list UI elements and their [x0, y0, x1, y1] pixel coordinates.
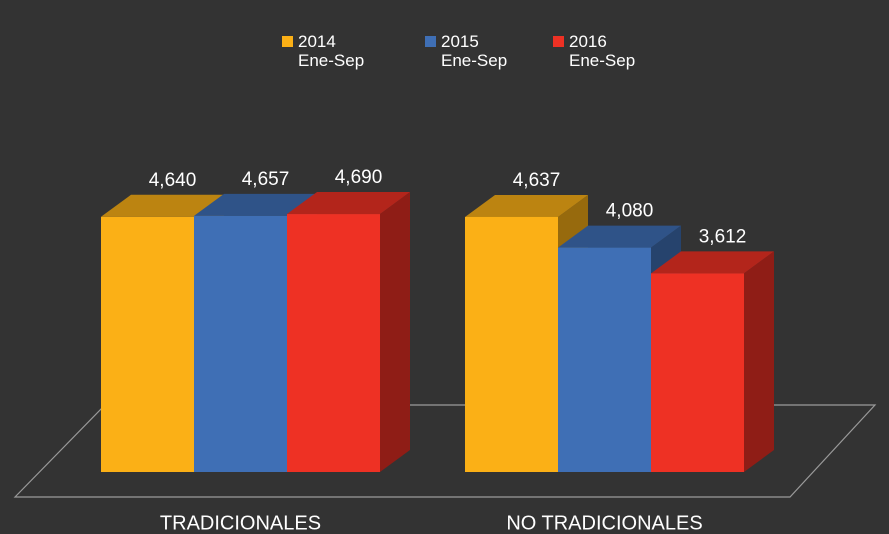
- bar-top: [194, 193, 317, 216]
- data-label: 4,657: [242, 169, 290, 190]
- data-label: 3,612: [699, 226, 747, 247]
- legend-swatch: [282, 36, 293, 47]
- legend-label: 2016 Ene-Sep: [569, 32, 636, 70]
- x-tick-label: TRADICIONALES: [160, 512, 321, 534]
- data-label: 4,690: [335, 167, 383, 188]
- legend-item: 2014 Ene-Sep: [282, 32, 364, 70]
- x-tick-label: NO TRADICIONALES: [506, 512, 702, 534]
- legend-label: 2015 Ene-Sep: [441, 32, 508, 70]
- legend-item: 2015 Ene-Sep: [425, 32, 507, 70]
- bar-top: [651, 251, 774, 274]
- bar-side: [744, 251, 774, 472]
- data-label: 4,080: [606, 201, 654, 222]
- data-label: 4,640: [149, 170, 197, 191]
- bar: [101, 216, 194, 472]
- bar-side: [380, 192, 410, 473]
- legend-swatch: [425, 36, 436, 47]
- bar-top: [101, 194, 224, 217]
- legend-item: 2016 Ene-Sep: [553, 32, 635, 70]
- bar: [287, 214, 380, 473]
- floor: [13, 404, 877, 498]
- data-label: 4,637: [513, 170, 561, 191]
- bar-top: [558, 225, 681, 248]
- bar: [194, 215, 287, 473]
- bar-top: [287, 192, 410, 215]
- legend-swatch: [553, 36, 564, 47]
- bar: [558, 247, 651, 472]
- bar: [465, 216, 558, 472]
- legend-label: 2014 Ene-Sep: [298, 32, 365, 70]
- bar-top: [465, 194, 588, 217]
- bar: [651, 273, 744, 472]
